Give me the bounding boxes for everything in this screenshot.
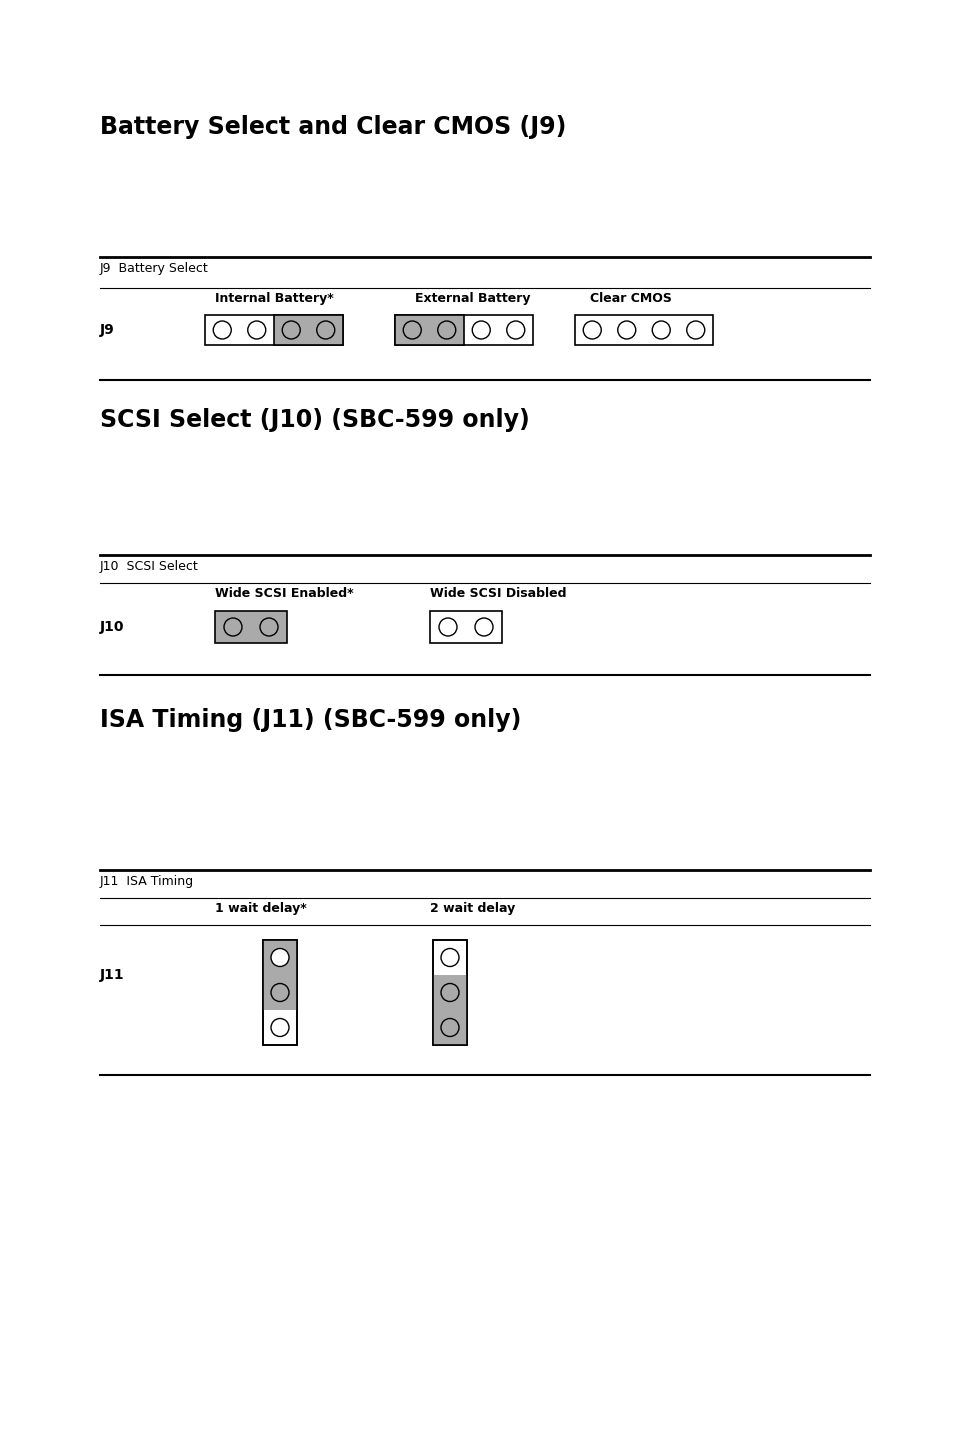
Text: Wide SCSI Enabled*: Wide SCSI Enabled* (214, 586, 354, 601)
Text: 2 wait delay: 2 wait delay (430, 902, 515, 915)
Text: Clear CMOS: Clear CMOS (589, 292, 671, 305)
Text: ISA Timing (J11) (SBC-599 only): ISA Timing (J11) (SBC-599 only) (100, 708, 521, 732)
Bar (274, 315, 343, 345)
Text: Wide SCSI Disabled: Wide SCSI Disabled (430, 586, 566, 601)
Bar (575, 315, 712, 345)
Circle shape (213, 320, 231, 339)
Circle shape (686, 320, 704, 339)
Bar (263, 940, 296, 1045)
Circle shape (652, 320, 670, 339)
Text: Internal Battery*: Internal Battery* (214, 292, 334, 305)
Text: J9: J9 (100, 323, 114, 337)
Circle shape (282, 320, 300, 339)
Bar (263, 940, 296, 1045)
Circle shape (271, 984, 289, 1001)
Circle shape (472, 320, 490, 339)
Text: Battery Select and Clear CMOS (J9): Battery Select and Clear CMOS (J9) (100, 114, 566, 139)
Circle shape (438, 618, 456, 636)
Circle shape (248, 320, 266, 339)
Circle shape (618, 320, 635, 339)
Circle shape (224, 618, 242, 636)
Circle shape (475, 618, 493, 636)
Bar (433, 975, 467, 1045)
Circle shape (437, 320, 456, 339)
Circle shape (316, 320, 335, 339)
Text: SCSI Select (J10) (SBC-599 only): SCSI Select (J10) (SBC-599 only) (100, 408, 529, 432)
Bar (433, 940, 467, 1045)
Circle shape (440, 984, 458, 1001)
Text: 1 wait delay*: 1 wait delay* (214, 902, 307, 915)
Circle shape (506, 320, 524, 339)
Circle shape (271, 948, 289, 967)
Circle shape (260, 618, 277, 636)
Bar (395, 315, 533, 345)
Text: J10  SCSI Select: J10 SCSI Select (100, 561, 198, 573)
Circle shape (440, 948, 458, 967)
Bar (395, 315, 463, 345)
Text: J11  ISA Timing: J11 ISA Timing (100, 875, 193, 888)
Text: J9  Battery Select: J9 Battery Select (100, 262, 209, 275)
Bar (430, 611, 501, 644)
Text: External Battery: External Battery (415, 292, 530, 305)
Bar (214, 611, 287, 644)
Bar (433, 940, 467, 1045)
Bar (205, 315, 343, 345)
Circle shape (440, 1018, 458, 1037)
Circle shape (403, 320, 421, 339)
Text: J10: J10 (100, 621, 125, 633)
Circle shape (271, 1018, 289, 1037)
Circle shape (582, 320, 600, 339)
Bar (263, 940, 296, 1010)
Text: J11: J11 (100, 968, 125, 982)
